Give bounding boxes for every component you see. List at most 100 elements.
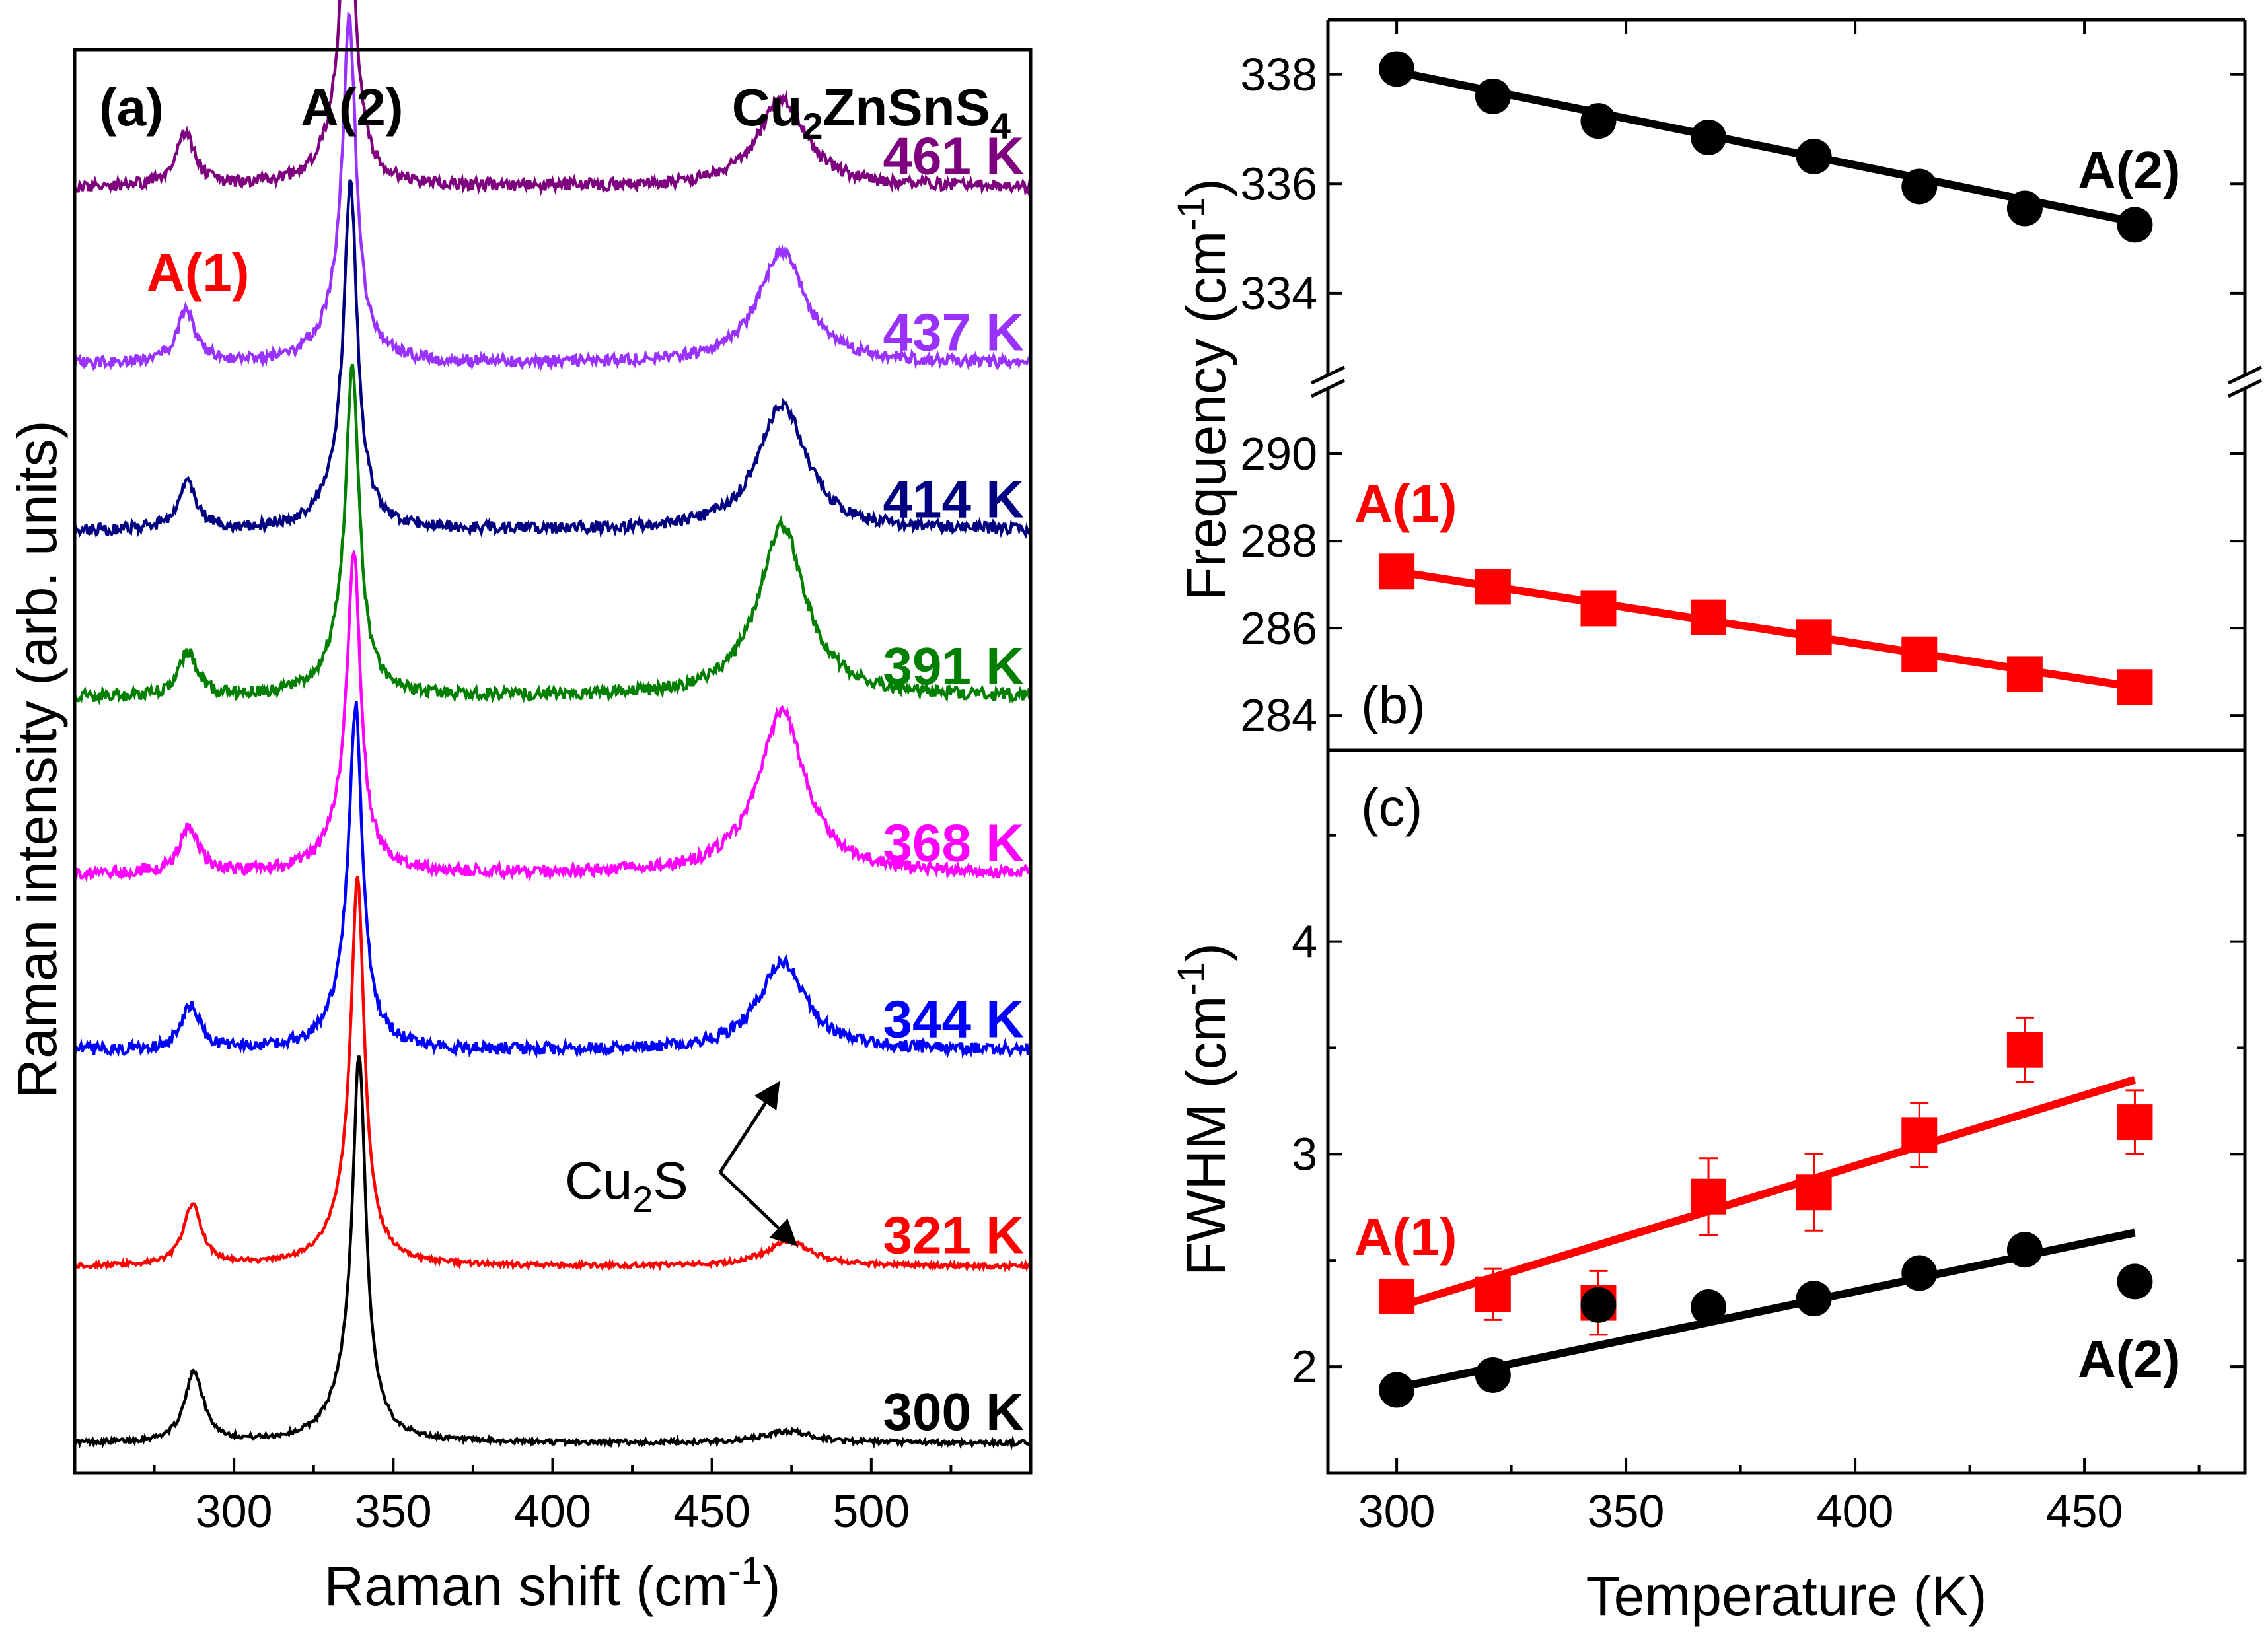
frequency-panel: 334 336 338 284 286 288 290 (b) A(2) A(1) Freq… (1170, 18, 2263, 750)
temperature-label: 461 K (883, 126, 1025, 185)
x-tick-label: 500 (832, 1485, 910, 1537)
x-tick-label: 450 (673, 1485, 750, 1537)
temperature-label: 300 K (883, 1382, 1025, 1441)
panel-a-y-title: Raman intensity (arb. units) (6, 420, 68, 1098)
panel-b-series (1379, 51, 2153, 705)
data-point (2117, 207, 2153, 243)
y-tick-label: 290 (1240, 428, 1317, 480)
panel-a-x-title: Raman shift (cm-1) (324, 1549, 780, 1617)
spectrum-trace (73, 701, 1033, 1059)
x-tick-label: 300 (196, 1485, 273, 1537)
spectrum-trace (73, 0, 1033, 197)
panel-c-y-title-post: ) (1175, 943, 1237, 962)
panel-c-x-title: Temperature (K) (1586, 1565, 1987, 1627)
panel-c-a2-label: A(2) (2078, 1330, 2181, 1388)
material-sub2: 4 (990, 105, 1011, 147)
data-point (1379, 553, 1415, 590)
panel-a-x-ticks: 300 350 400 450 500 (153, 1458, 953, 1537)
data-point (1796, 1281, 1832, 1317)
data-point (1901, 1117, 1938, 1153)
material-title: Cu2ZnSnS4 (732, 78, 1011, 147)
y-tick-label: 4 (1292, 916, 1317, 968)
spectrum-trace (73, 876, 1032, 1273)
panel-c-y-ticks: 2 3 4 (1292, 834, 2245, 1474)
data-point (2006, 1232, 2043, 1268)
temperature-label: 391 K (883, 637, 1025, 695)
axis-break-left-1 (1310, 365, 1346, 385)
panel-b-x-ticks (1395, 20, 2086, 34)
x-tick-label: 400 (514, 1485, 591, 1537)
panel-b-a2-label: A(2) (2078, 141, 2181, 199)
data-point (2117, 1104, 2153, 1141)
cu2s-annotation: Cu2S (565, 1151, 688, 1220)
data-point (1379, 51, 1415, 87)
temperature-labels: 300 K 321 K 344 K 368 K 391 K 414 K 437 K 461 K (883, 126, 1025, 1441)
spectrum-trace (73, 549, 1032, 883)
panel-c-a1-label: A(1) (1354, 1207, 1457, 1266)
data-point (1796, 619, 1832, 655)
panel-b-y-title: Frequency (cm-1) (1170, 178, 1237, 601)
panel-c-y-title-sup: -1 (1170, 962, 1213, 996)
y-tick-label: 288 (1240, 515, 1317, 567)
temperature-label: 414 K (883, 470, 1025, 528)
panel-b-y-title-post: ) (1175, 178, 1237, 197)
fwhm-panel: 2 3 4 300 350 400 450 (c) A(1) A(2) FWHM (cm-… (1170, 748, 2247, 1627)
material-sub1: 2 (802, 105, 823, 147)
panel-b-a1-label: A(1) (1354, 474, 1457, 533)
cu2s-base: Cu (565, 1151, 632, 1210)
y-tick-label: 3 (1292, 1128, 1317, 1180)
data-point (1691, 599, 1727, 635)
cu2s-sub: 2 (632, 1178, 653, 1220)
spectrum-trace (73, 179, 1033, 540)
x-tick-label: 400 (1817, 1485, 1894, 1537)
cu2s-arrow-lower (719, 1171, 798, 1246)
spectrum-trace (73, 363, 1033, 706)
data-point (2006, 190, 2043, 227)
peak-a1-label: A(1) (147, 243, 250, 302)
panel-c-y-title: FWHM (cm-1) (1170, 943, 1237, 1276)
panel-c-y-title-pre: FWHM (cm (1175, 996, 1237, 1277)
data-point (2006, 656, 2043, 692)
x-tick-label: 300 (1358, 1485, 1436, 1537)
material-base: Cu (732, 78, 803, 137)
data-point (1796, 1174, 1832, 1211)
panel-c-frame (1326, 748, 2247, 1475)
data-point (1691, 1178, 1727, 1215)
temperature-label: 344 K (883, 990, 1025, 1049)
data-point (1580, 590, 1617, 627)
data-point (2117, 669, 2153, 705)
axis-break-right-2 (2227, 378, 2263, 398)
temperature-label: 437 K (883, 303, 1025, 362)
panel-b-axes (1310, 18, 2263, 750)
data-point (2117, 1263, 2153, 1300)
y-tick-label: 338 (1240, 49, 1317, 100)
data-point (1475, 569, 1511, 605)
data-point (1691, 119, 1727, 155)
panel-a-x-title-post: ) (762, 1555, 781, 1617)
data-point (1580, 1287, 1617, 1323)
data-point (1901, 636, 1938, 672)
x-tick-label: 450 (2046, 1485, 2123, 1537)
data-point (1796, 138, 1832, 174)
panel-b-y-title-sup: -1 (1170, 197, 1213, 231)
data-point (1901, 1255, 1938, 1291)
temperature-label: 368 K (883, 813, 1025, 872)
y-tick-label: 336 (1240, 158, 1317, 209)
raman-spectra-panel: 300 K 321 K 344 K 368 K 391 K 414 K 437 K 461 K… (6, 0, 1033, 1617)
panel-a-x-title-sup: -1 (728, 1549, 762, 1592)
data-point (1580, 103, 1617, 139)
x-tick-label: 350 (355, 1485, 432, 1537)
axis-break-left-2 (1310, 378, 1346, 398)
panel-b-label: (b) (1361, 676, 1426, 734)
material-mid: ZnSnS (823, 78, 990, 137)
y-tick-label: 284 (1240, 690, 1317, 741)
y-tick-label: 286 (1240, 602, 1317, 654)
panel-a-label: (a) (99, 78, 164, 137)
data-point (1379, 1372, 1415, 1408)
data-point (1475, 1276, 1511, 1312)
panel-b-y-title-pre: Frequency (cm (1175, 231, 1237, 601)
data-point (1691, 1289, 1727, 1326)
panel-c-label: (c) (1361, 778, 1422, 837)
data-point (1901, 168, 1938, 205)
